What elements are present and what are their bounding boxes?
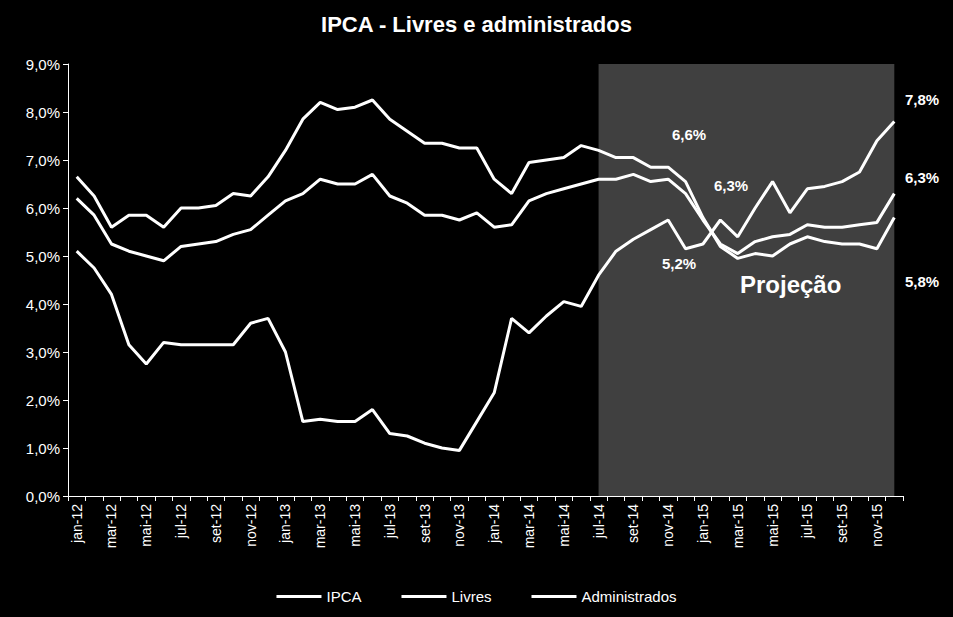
- svg-text:6,3%: 6,3%: [714, 177, 748, 194]
- svg-text:Projeção: Projeção: [740, 271, 841, 298]
- svg-text:0,0%: 0,0%: [26, 488, 60, 505]
- svg-text:6,6%: 6,6%: [672, 126, 706, 143]
- svg-text:nov-15: nov-15: [869, 504, 885, 547]
- svg-text:5,2%: 5,2%: [662, 255, 696, 272]
- svg-text:4,0%: 4,0%: [26, 296, 60, 313]
- svg-text:IPCA - Livres e administrados: IPCA - Livres e administrados: [321, 12, 632, 37]
- svg-text:6,0%: 6,0%: [26, 200, 60, 217]
- svg-text:Administrados: Administrados: [581, 588, 676, 605]
- svg-text:nov-14: nov-14: [660, 504, 676, 547]
- svg-text:8,0%: 8,0%: [26, 104, 60, 121]
- svg-text:nov-13: nov-13: [451, 504, 467, 547]
- svg-text:6,3%: 6,3%: [905, 169, 939, 186]
- svg-text:9,0%: 9,0%: [26, 56, 60, 73]
- svg-text:Livres: Livres: [451, 588, 491, 605]
- svg-text:jan-13: jan-13: [277, 504, 293, 544]
- svg-text:mar-15: mar-15: [730, 504, 746, 549]
- svg-text:jan-15: jan-15: [695, 504, 711, 544]
- svg-text:mai-15: mai-15: [765, 504, 781, 547]
- svg-text:mar-12: mar-12: [103, 504, 119, 549]
- svg-text:mai-13: mai-13: [347, 504, 363, 547]
- svg-text:7,8%: 7,8%: [905, 91, 939, 108]
- svg-text:mar-14: mar-14: [521, 504, 537, 549]
- svg-text:7,0%: 7,0%: [26, 152, 60, 169]
- svg-text:mar-13: mar-13: [312, 504, 328, 549]
- svg-text:5,8%: 5,8%: [905, 273, 939, 290]
- svg-text:set-12: set-12: [208, 504, 224, 543]
- svg-text:nov-12: nov-12: [243, 504, 259, 547]
- svg-text:IPCA: IPCA: [326, 588, 361, 605]
- svg-text:set-14: set-14: [625, 504, 641, 543]
- svg-text:jul-13: jul-13: [382, 504, 398, 539]
- svg-text:3,0%: 3,0%: [26, 344, 60, 361]
- svg-text:jan-14: jan-14: [486, 504, 502, 544]
- svg-text:1,0%: 1,0%: [26, 440, 60, 457]
- svg-text:5,0%: 5,0%: [26, 248, 60, 265]
- svg-text:jul-14: jul-14: [591, 504, 607, 539]
- svg-text:set-13: set-13: [417, 504, 433, 543]
- svg-text:mai-14: mai-14: [556, 504, 572, 547]
- svg-text:jul-12: jul-12: [173, 504, 189, 539]
- svg-text:set-15: set-15: [834, 504, 850, 543]
- svg-text:jan-12: jan-12: [69, 504, 85, 544]
- svg-text:2,0%: 2,0%: [26, 392, 60, 409]
- svg-text:jul-15: jul-15: [799, 504, 815, 539]
- svg-text:mai-12: mai-12: [138, 504, 154, 547]
